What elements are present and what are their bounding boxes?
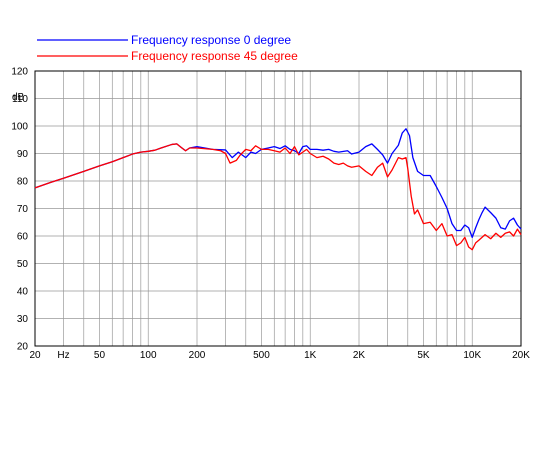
y-tick-label: 30: [17, 314, 29, 325]
legend: Frequency response 0 degree Frequency re…: [37, 33, 298, 63]
x-tick-label: 500: [253, 350, 270, 361]
x-tick-label: 50: [94, 350, 106, 361]
x-axis-ticks: 20 Hz 50 100 200 500 1K 2K 5K 10K 20K: [29, 350, 530, 361]
x-tick-label: 20: [29, 350, 41, 361]
legend-label-0-degree: Frequency response 0 degree: [131, 33, 291, 47]
x-tick-label: 5K: [417, 350, 430, 361]
y-tick-label: 80: [17, 177, 29, 188]
series-layer: [34, 128, 522, 251]
y-tick-label: 50: [17, 259, 29, 270]
x-tick-label: 100: [140, 350, 157, 361]
plot-frame: [34, 70, 522, 347]
series-line-0-degree: [34, 128, 522, 239]
x-tick-label: 2K: [353, 350, 366, 361]
y-tick-label: 60: [17, 232, 29, 243]
y-tick-label: 90: [17, 149, 29, 160]
x-tick-label: 10K: [463, 350, 481, 361]
y-axis-unit-label: dB: [12, 92, 25, 103]
y-tick-label: 70: [17, 204, 29, 215]
y-axis-ticks: 20 30 40 50 60 70 80 90 100 110 120: [11, 67, 28, 353]
x-tick-label: Hz: [57, 350, 69, 361]
y-tick-label: 110: [12, 94, 28, 105]
legend-label-45-degree: Frequency response 45 degree: [131, 49, 298, 63]
grid: [35, 71, 521, 346]
y-tick-label: 120: [11, 67, 28, 78]
x-tick-label: 1K: [304, 350, 317, 361]
series-line-45-degree: [34, 143, 522, 251]
y-tick-label: 20: [17, 342, 29, 353]
y-tick-label: 40: [17, 287, 29, 298]
y-tick-label: 100: [11, 122, 28, 133]
x-tick-label: 20K: [512, 350, 530, 361]
x-tick-label: 200: [189, 350, 206, 361]
